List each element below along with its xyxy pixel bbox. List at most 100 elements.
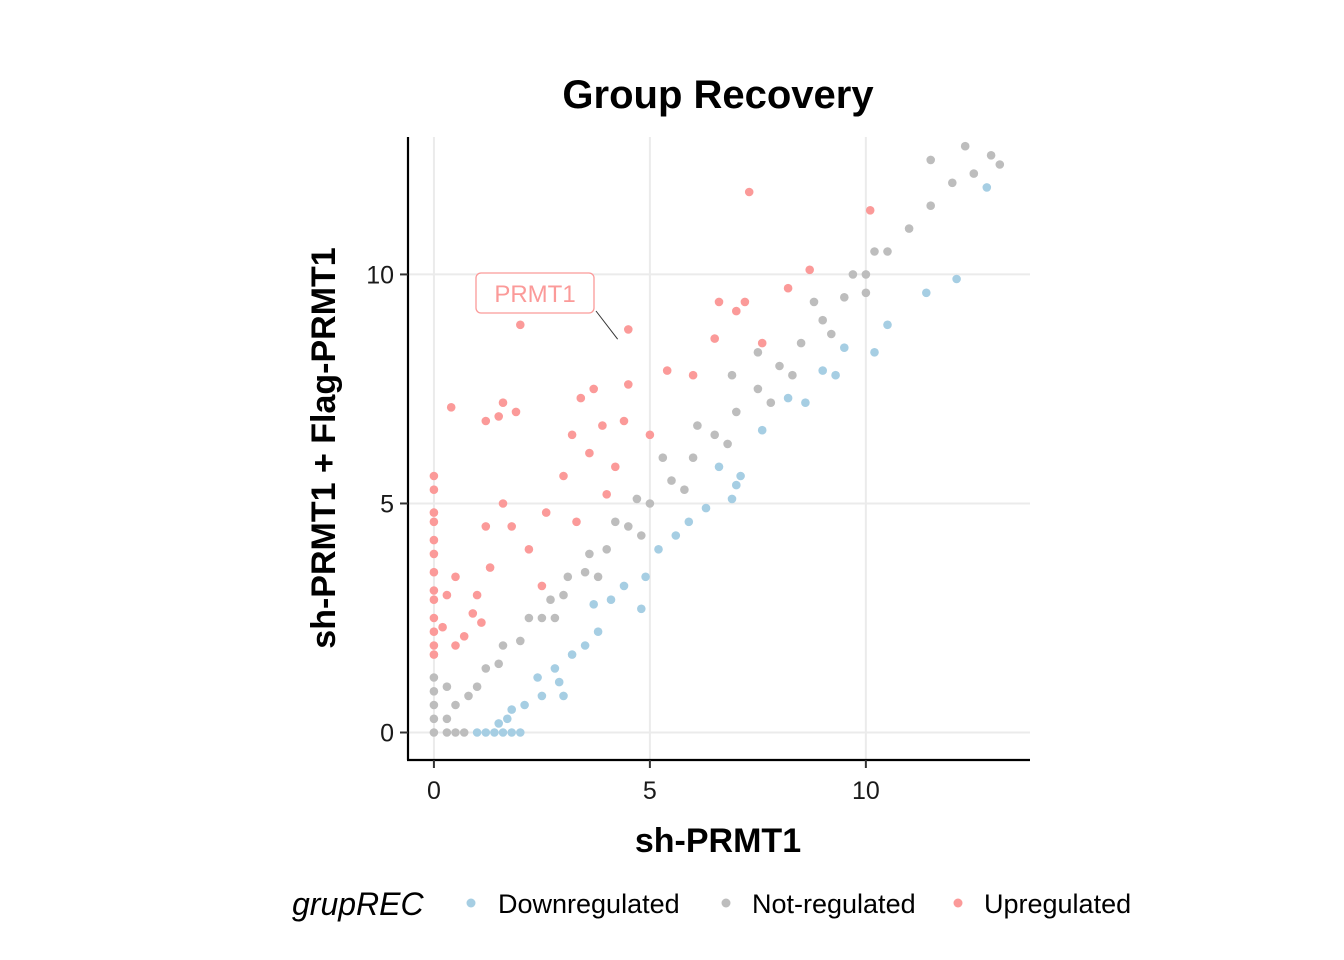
point-downregulated [952,274,961,284]
point-upregulated [494,412,504,421]
point-downregulated [498,728,508,737]
point-downregulated [922,288,931,298]
point-not-regulated [451,728,460,737]
y-tick-label: 5 [380,490,394,518]
point-not-regulated [827,329,836,339]
legend-key-upregulated [953,898,963,908]
point-not-regulated [481,664,491,673]
point-downregulated [550,664,560,673]
point-upregulated [740,297,750,307]
point-not-regulated [727,370,737,380]
point-not-regulated [753,348,763,357]
point-downregulated [481,728,491,737]
point-upregulated [481,416,491,426]
point-downregulated [507,728,516,737]
point-upregulated [429,535,439,545]
point-not-regulated [537,613,547,623]
point-not-regulated [732,407,741,417]
point-not-regulated [563,572,573,582]
point-not-regulated [442,728,452,737]
point-upregulated [468,609,478,618]
point-downregulated [982,183,992,192]
point-not-regulated [904,224,914,233]
point-not-regulated [948,178,957,188]
point-not-regulated [524,613,534,623]
point-upregulated [451,641,460,650]
point-upregulated [429,549,439,559]
point-downregulated [593,627,603,636]
point-upregulated [688,370,698,380]
point-not-regulated [861,288,871,298]
point-downregulated [520,700,529,710]
point-not-regulated [926,155,935,165]
point-not-regulated [766,398,776,408]
point-upregulated [710,334,719,343]
point-not-regulated [429,714,439,724]
point-downregulated [714,462,724,472]
point-upregulated [714,297,724,307]
point-not-regulated [986,151,996,160]
point-downregulated [818,366,827,375]
point-upregulated [589,384,598,394]
point-upregulated [429,485,439,495]
point-not-regulated [645,499,655,508]
point-upregulated [783,283,793,293]
legend-key-not-regulated [721,898,731,908]
point-not-regulated [926,201,935,210]
point-upregulated [429,567,439,577]
point-upregulated [602,490,611,499]
point-upregulated [732,306,741,316]
point-upregulated [611,462,620,472]
point-not-regulated [472,682,482,691]
annotation-label: PRMT1 [494,281,575,308]
point-not-regulated [818,315,827,325]
point-upregulated [572,517,581,527]
annotation-leader-line [595,310,619,340]
point-upregulated [567,430,577,440]
point-not-regulated [585,549,594,559]
point-not-regulated [464,691,473,701]
point-upregulated [624,380,633,389]
point-not-regulated [969,169,979,178]
point-upregulated [485,563,495,572]
point-downregulated [606,595,616,604]
point-upregulated [511,407,521,417]
point-not-regulated [580,567,590,577]
data-points [429,141,1005,737]
point-not-regulated [775,361,784,371]
point-not-regulated [429,687,439,696]
point-upregulated [429,627,439,636]
point-downregulated [736,471,745,481]
y-tick-label: 0 [380,720,394,748]
legend: grupREC Downregulated Not-regulated Upre… [292,886,1131,922]
point-not-regulated [459,728,469,737]
point-downregulated [580,641,590,650]
point-not-regulated [667,476,676,485]
point-upregulated [429,613,439,623]
point-not-regulated [637,531,646,540]
point-downregulated [637,604,646,614]
point-downregulated [537,691,547,701]
point-upregulated [442,590,452,600]
point-upregulated [429,641,439,650]
point-not-regulated [494,659,504,669]
point-not-regulated [861,270,871,279]
point-downregulated [554,677,564,687]
y-axis-ticks: 0 5 10 [366,261,408,748]
point-upregulated [446,403,456,412]
point-upregulated [619,416,629,426]
point-downregulated [589,600,598,609]
point-not-regulated [559,590,568,600]
point-downregulated [727,494,737,504]
point-not-regulated [995,160,1005,169]
point-upregulated [559,471,568,481]
point-downregulated [494,719,504,728]
point-downregulated [507,705,516,714]
point-downregulated [654,545,663,554]
point-downregulated [671,531,681,540]
point-downregulated [701,503,711,513]
point-not-regulated [883,247,892,256]
x-tick-label: 10 [852,777,880,805]
point-downregulated [503,714,512,724]
point-not-regulated [550,613,560,623]
